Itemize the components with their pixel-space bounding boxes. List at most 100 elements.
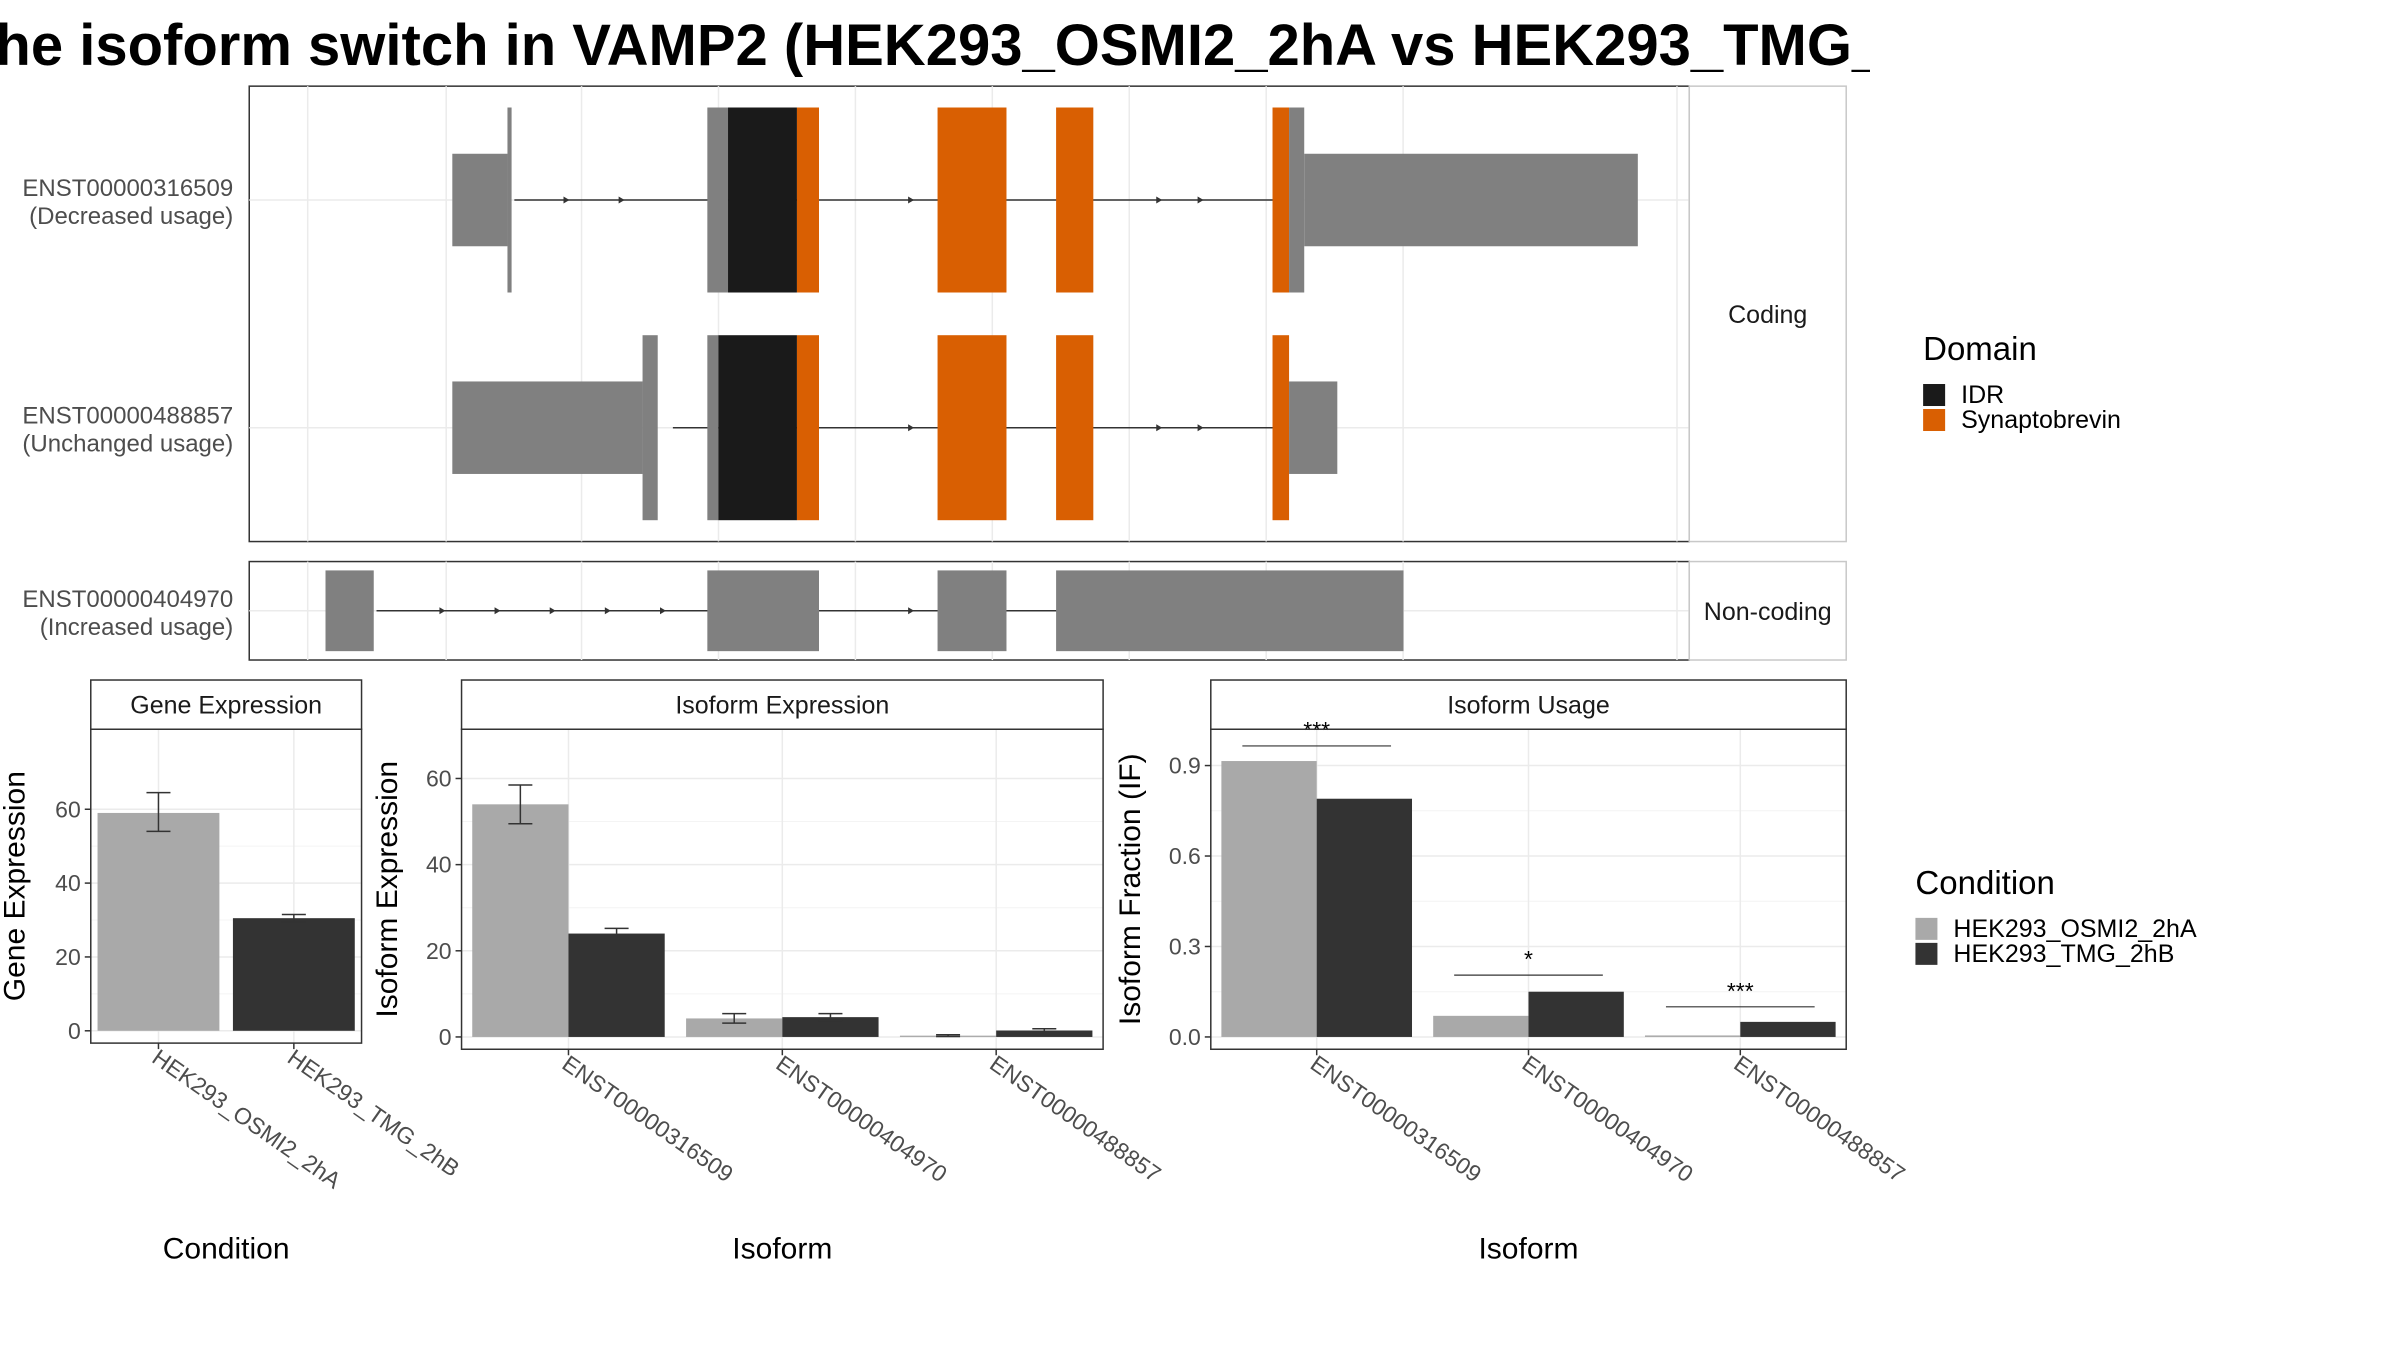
intron-arrow (1197, 196, 1204, 204)
bar-chart-2: Isoform Usage0.00.30.60.9*******ENST0000… (1114, 679, 1910, 1265)
y-tick-label: 40 (426, 852, 452, 878)
bar (568, 933, 665, 1037)
x-tick-label: ENST00000316509 (1306, 1050, 1486, 1187)
y-tick-label: 60 (426, 765, 452, 791)
y-axis-title: Isoform Fraction (IF) (1114, 753, 1147, 1025)
exon-synaptobrevin (937, 107, 1007, 293)
facet-strip-label: Non-coding (1704, 598, 1832, 626)
exon-utr (1056, 570, 1404, 652)
bar (996, 1030, 1093, 1037)
legend-condition-label: HEK293_OSMI2_2hA (1953, 915, 2197, 943)
intron-arrow (908, 196, 915, 204)
bar (782, 1017, 879, 1037)
bar (1740, 1021, 1836, 1037)
exon-utr (707, 570, 819, 652)
transcript-usage-label: (Increased usage) (40, 614, 233, 641)
significance-label: *** (1727, 978, 1754, 1004)
facet-strip-label: Coding (1728, 301, 1807, 329)
legend-condition-key (1915, 942, 1938, 965)
exon-utr (452, 381, 643, 474)
facet-strip (460, 679, 1104, 730)
intron-arrow (659, 607, 666, 615)
y-tick-label: 40 (55, 870, 81, 896)
y-tick-label: 0.6 (1169, 843, 1201, 869)
legend-condition-key (1915, 917, 1938, 940)
facet-strip (90, 679, 363, 730)
exon-utr (325, 570, 374, 652)
exon-utr (642, 335, 658, 521)
transcript-id-label: ENST00000316509 (22, 175, 233, 202)
exon-synaptobrevin (1272, 107, 1290, 293)
legend-domain-label: Synaptobrevin (1961, 406, 2121, 434)
intron-arrow (908, 607, 915, 615)
intron-arrow (494, 607, 501, 615)
intron-arrow (1156, 424, 1163, 432)
facet-strip-title: Isoform Usage (1447, 692, 1610, 720)
bar (472, 804, 569, 1037)
y-tick-label: 20 (426, 938, 452, 964)
exon-utr (1289, 381, 1338, 474)
page-title: The isoform switch in VAMP2 (HEK293_OSMI… (0, 13, 1870, 78)
exon-utr (452, 153, 508, 247)
y-tick-label: 0.3 (1169, 933, 1201, 959)
intron-arrow (1156, 196, 1163, 204)
legend-condition-label: HEK293_TMG_2hB (1953, 940, 2174, 968)
plot-border (90, 728, 363, 1044)
exon-utr (1289, 107, 1305, 293)
y-tick-label: 20 (55, 944, 81, 970)
exon-idr (728, 107, 797, 293)
bar (1644, 1035, 1741, 1037)
legend-domain-key (1923, 384, 1946, 407)
x-axis-title: Isoform (1478, 1232, 1578, 1265)
x-axis-title: Isoform (732, 1232, 832, 1265)
transcript-id-label: ENST00000488857 (22, 403, 233, 430)
legend-domain-title: Domain (1923, 330, 2037, 367)
exon-idr (718, 335, 797, 521)
y-tick-label: 0.0 (1169, 1024, 1201, 1050)
intron-arrow (604, 607, 611, 615)
exon-synaptobrevin (1272, 335, 1290, 521)
intron-arrow (908, 424, 915, 432)
exon-utr (707, 335, 719, 521)
bar (1316, 798, 1413, 1037)
exon-utr (937, 570, 1007, 652)
intron-arrow (1197, 424, 1204, 432)
facet-strip-noncoding (1688, 560, 1847, 661)
y-tick-label: 0 (439, 1024, 452, 1050)
x-tick-label: ENST00000488857 (1729, 1050, 1909, 1187)
exon-synaptobrevin (937, 335, 1007, 521)
bar-chart-1: Isoform Expression 0 20 40 60 ENST00000316509… (371, 679, 1166, 1265)
x-tick-label: ENST00000488857 (985, 1050, 1165, 1187)
facet-strip-title: Isoform Expression (675, 692, 889, 720)
intron-arrow (618, 196, 625, 204)
intron-arrow (549, 607, 556, 615)
x-tick-label: ENST00000404970 (1518, 1050, 1698, 1187)
transcript-id-label: ENST00000404970 (22, 586, 233, 613)
y-tick-label: 60 (55, 796, 81, 822)
facet-strip (1210, 679, 1847, 730)
bar (232, 918, 355, 1031)
intron-arrow (439, 607, 446, 615)
exon-utr (1304, 153, 1638, 247)
bar (1221, 761, 1317, 1037)
bar (97, 812, 220, 1031)
exon-synaptobrevin (796, 335, 819, 521)
exon-synaptobrevin (1056, 107, 1094, 293)
x-axis-title: Condition (163, 1232, 290, 1265)
y-tick-label: 0.9 (1169, 753, 1201, 779)
facet-strip-title: Gene Expression (130, 692, 322, 720)
y-axis-title: Gene Expression (0, 771, 32, 1001)
legend-condition-title: Condition (1915, 864, 2054, 901)
intron-arrow (563, 196, 570, 204)
bar (1433, 1015, 1529, 1037)
x-tick-label: ENST00000404970 (771, 1050, 951, 1187)
facet-strip-coding (1688, 85, 1847, 543)
exon-utr (507, 107, 512, 293)
transcript-usage-label: (Unchanged usage) (22, 431, 233, 458)
x-tick-label: ENST00000316509 (558, 1050, 738, 1187)
y-tick-label: 0 (68, 1018, 81, 1044)
bar (686, 1018, 783, 1037)
exon-utr (707, 107, 729, 293)
y-axis-title: Isoform Expression (371, 761, 404, 1018)
